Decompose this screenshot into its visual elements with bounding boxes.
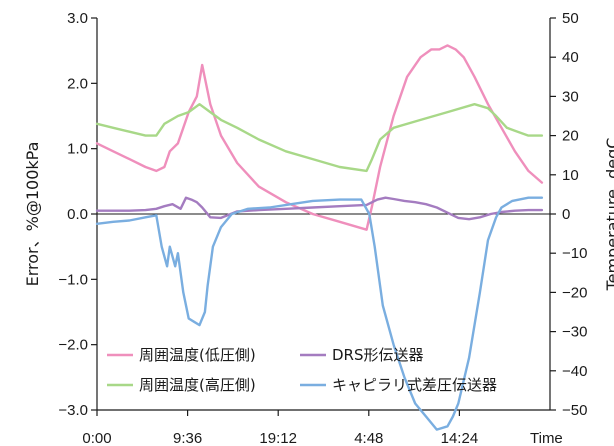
y-axis-title: Error、%@100kPa xyxy=(23,142,42,287)
x-ticks: 0:00 9:36 19:12 4:48 14:24 xyxy=(82,410,478,446)
y2-tick-label: 20 xyxy=(562,128,579,145)
series-line-3 xyxy=(95,196,544,431)
x-tick-label: 0:00 xyxy=(82,430,111,446)
x-tick-label: 19:12 xyxy=(259,430,297,446)
y2-axis-title: Temperature, degC xyxy=(603,138,614,292)
series-line-0 xyxy=(95,44,544,231)
y2-tick-label: 10 xyxy=(562,167,579,184)
legend-label: キャピラリ式差圧伝送器 xyxy=(332,376,497,394)
x-axis-title: Time xyxy=(530,430,563,446)
legend-label: DRS形伝送器 xyxy=(332,346,424,364)
right-ticks: −50 −40 −30 −20 −10 0 10 20 30 40 50 xyxy=(550,10,587,419)
x-tick-label: 4:48 xyxy=(354,430,383,446)
y-tick-label: 3.0 xyxy=(67,10,88,27)
legend-label: 周囲温度(高圧側) xyxy=(139,376,256,394)
y2-tick-label: 50 xyxy=(562,10,579,27)
series-lines xyxy=(95,44,544,431)
y2-tick-label: −10 xyxy=(562,245,587,262)
y2-tick-label: −20 xyxy=(562,284,587,301)
y2-tick-label: 0 xyxy=(562,206,570,223)
legend-label: 周囲温度(低圧側) xyxy=(139,346,256,364)
y2-tick-label: −50 xyxy=(562,402,587,419)
y-tick-label: −2.0 xyxy=(58,337,88,354)
left-ticks: −3.0 −2.0 −1.0 0.0 1.0 2.0 3.0 xyxy=(58,10,97,419)
y-tick-label: 0.0 xyxy=(67,206,88,223)
y-tick-label: −3.0 xyxy=(58,402,88,419)
y2-tick-label: 40 xyxy=(562,49,579,66)
series-line-1 xyxy=(95,103,544,173)
x-tick-label: 14:24 xyxy=(441,430,479,446)
x-tick-label: 9:36 xyxy=(173,430,202,446)
y-tick-label: 2.0 xyxy=(67,75,88,92)
series-line-2 xyxy=(95,196,544,221)
y2-tick-label: 30 xyxy=(562,88,579,105)
y-tick-label: −1.0 xyxy=(58,271,88,288)
y2-tick-label: −30 xyxy=(562,324,587,341)
y2-tick-label: −40 xyxy=(562,363,587,380)
y-tick-label: 1.0 xyxy=(67,141,88,158)
